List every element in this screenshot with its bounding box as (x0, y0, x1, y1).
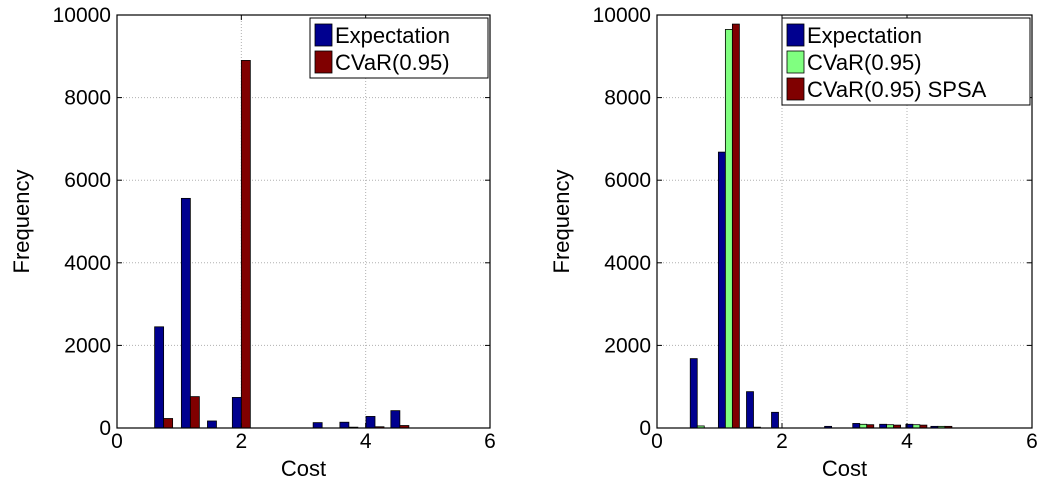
bar (181, 198, 190, 428)
legend-label: Expectation (335, 23, 450, 48)
bar (747, 392, 754, 428)
bar (207, 421, 216, 428)
legend-swatch (787, 78, 804, 100)
bar (340, 422, 349, 428)
x-axis-label: Cost (281, 456, 326, 481)
y-tick-label: 6000 (604, 169, 651, 192)
bar (190, 397, 199, 428)
y-tick-label: 0 (99, 417, 111, 440)
bar (732, 24, 739, 428)
y-axis-label: Frequency (549, 170, 574, 274)
legend-swatch (787, 24, 804, 46)
x-tick-label: 4 (360, 430, 372, 453)
legend-label: Expectation (807, 23, 922, 48)
y-tick-label: 2000 (604, 334, 651, 357)
bar (164, 419, 173, 428)
bar (232, 397, 241, 428)
y-tick-label: 10000 (593, 4, 651, 27)
bar (725, 29, 732, 428)
chart-1: 0 2 4 6 0 2000 4000 6000 8000 10000 Cost Frequency E… (9, 4, 496, 481)
x-tick-label: 6 (484, 430, 496, 453)
y-tick-label: 6000 (64, 169, 111, 192)
legend-label: CVaR(0.95) (807, 50, 922, 75)
bar (718, 152, 725, 428)
x-tick-label: 2 (776, 430, 788, 453)
y-tick-label: 0 (639, 417, 651, 440)
y-tick-label: 8000 (604, 87, 651, 110)
bar (391, 411, 400, 428)
x-tick-label: 0 (651, 430, 663, 453)
bar (366, 416, 375, 428)
x-axis-label: Cost (822, 456, 867, 481)
x-tick-label: 2 (235, 430, 247, 453)
bar (690, 359, 697, 428)
bar (772, 412, 779, 428)
legend-swatch (787, 51, 804, 73)
y-tick-label: 4000 (604, 252, 651, 275)
y-tick-label: 4000 (64, 252, 111, 275)
y-tick-label: 10000 (53, 4, 111, 27)
x-tick-label: 0 (111, 430, 123, 453)
y-axis-label: Frequency (9, 170, 34, 274)
legend-swatch (315, 24, 332, 46)
legend-swatch (315, 51, 332, 73)
y-tick-label: 8000 (64, 87, 111, 110)
bar (241, 60, 250, 428)
bar (313, 423, 322, 428)
bar (853, 423, 860, 428)
y-tick-label: 2000 (64, 334, 111, 357)
bar (155, 327, 164, 428)
x-tick-label: 6 (1026, 430, 1038, 453)
legend-label: CVaR(0.95) (335, 50, 450, 75)
chart-2: 0 2 4 6 0 2000 4000 6000 8000 10000 Cost Frequency E… (549, 4, 1038, 481)
x-tick-label: 4 (901, 430, 913, 453)
legend-label: CVaR(0.95) SPSA (807, 77, 987, 102)
